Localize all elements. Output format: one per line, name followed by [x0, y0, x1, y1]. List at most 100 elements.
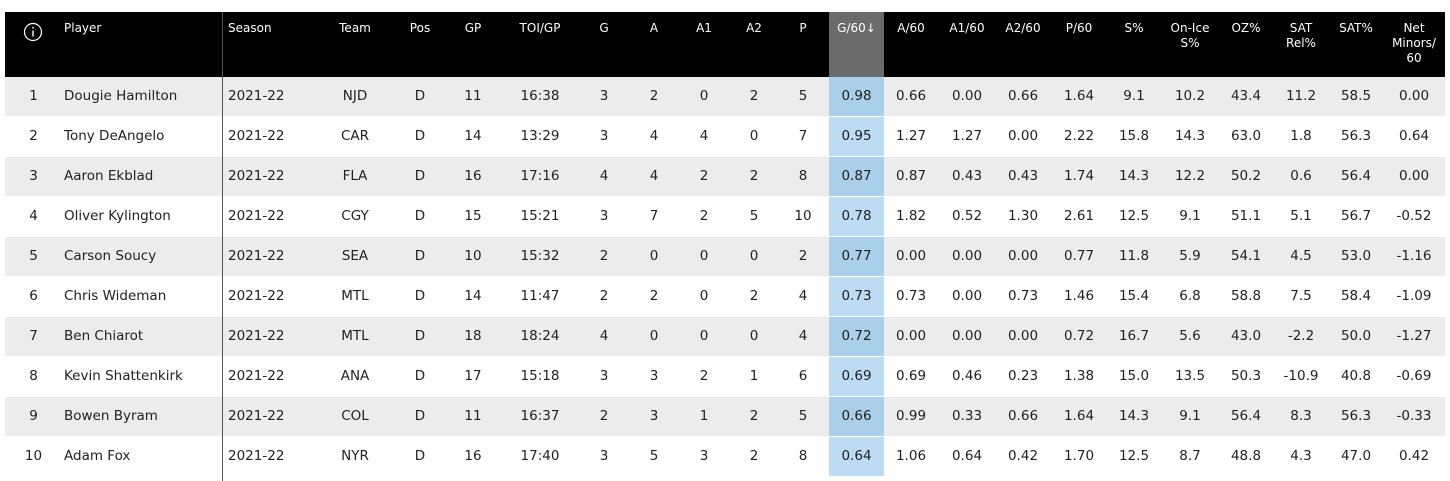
- stat-cell: 16.7: [1118, 328, 1150, 344]
- table-row[interactable]: 9 Bowen Byram 2021-22 COL D 11 16:37 2 3 1 2 5 0.66 0…: [5, 397, 1445, 436]
- stat-cell: 3: [699, 448, 709, 464]
- stat-cell: COL: [341, 408, 369, 424]
- column-header[interactable]: A: [630, 12, 678, 77]
- column-header[interactable]: G/60↓: [829, 12, 884, 77]
- stat-cell: 51.1: [1230, 208, 1262, 224]
- stat-cell: 0: [749, 248, 759, 264]
- stat-cell: 0.66: [1007, 88, 1039, 104]
- stat-cell: 3: [29, 168, 38, 184]
- stat-cell: 2: [599, 248, 609, 264]
- sorted-column-bg: [829, 12, 884, 77]
- stat-cell: D: [414, 288, 426, 304]
- stat-cell: 63.0: [1230, 128, 1262, 144]
- stat-cell: 14: [464, 128, 482, 144]
- stat-cell: 50.0: [1340, 328, 1372, 344]
- stat-cell: 18: [464, 328, 482, 344]
- column-header[interactable]: Team: [322, 12, 388, 77]
- stat-cell: 2: [649, 288, 659, 304]
- table-row[interactable]: 6 Chris Wideman 2021-22 MTL D 14 11:47 2 2 0 2 4 0.7…: [5, 277, 1445, 316]
- column-header[interactable]: Player: [62, 12, 222, 77]
- column-header[interactable]: A/60: [884, 12, 938, 77]
- stat-cell: MTL: [341, 288, 369, 304]
- column-header[interactable]: G: [580, 12, 628, 77]
- stat-cell: -0.69: [1396, 368, 1432, 384]
- stat-cell: 15:21: [520, 208, 560, 224]
- stat-cell: 0.52: [951, 208, 983, 224]
- info-icon[interactable]: [22, 21, 44, 43]
- table-row[interactable]: 1 Dougie Hamilton 2021-22 NJD D 11 16:38 3 2 0 2 5 0…: [5, 77, 1445, 116]
- sorted-cell-bg: [829, 77, 884, 116]
- stat-cell: 0: [699, 288, 709, 304]
- stat-cell: 15.8: [1118, 128, 1150, 144]
- stat-cell: 1.64: [1063, 408, 1095, 424]
- header-text: Net: [1403, 21, 1425, 35]
- stat-cell: 0.69: [841, 368, 872, 384]
- player-name: Aaron Ekblad: [64, 168, 154, 184]
- column-header[interactable]: S%: [1107, 12, 1161, 77]
- stat-cell: 0.72: [1063, 328, 1095, 344]
- stat-cell: 3: [599, 128, 609, 144]
- stat-cell: 58.5: [1340, 88, 1372, 104]
- column-header[interactable]: A1: [680, 12, 728, 77]
- table-row[interactable]: 2 Tony DeAngelo 2021-22 CAR D 14 13:29 3 4 4 0 7 0.9…: [5, 117, 1445, 156]
- column-header[interactable]: Pos: [388, 12, 452, 77]
- stat-cell: 17:16: [520, 168, 560, 184]
- column-header[interactable]: On-Ice S%: [1162, 12, 1218, 77]
- stat-cell: -10.9: [1283, 368, 1319, 384]
- stat-cell: 0.73: [841, 288, 872, 304]
- stat-cell: 16:38: [520, 88, 560, 104]
- stat-cell: 9.1: [1179, 408, 1201, 424]
- stat-cell: 12.2: [1174, 168, 1206, 184]
- column-header[interactable]: Season: [222, 12, 322, 77]
- stat-cell: 2021-22: [228, 368, 285, 384]
- stat-cell: 0: [699, 248, 709, 264]
- stat-cell: -0.52: [1396, 208, 1432, 224]
- column-header[interactable]: A1/60: [940, 12, 994, 77]
- player-name: Carson Soucy: [64, 248, 157, 264]
- stat-cell: 0.66: [1007, 408, 1039, 424]
- stat-cell: 6.8: [1179, 288, 1201, 304]
- stat-cell: 15.4: [1118, 288, 1150, 304]
- stat-cell: 6: [29, 288, 38, 304]
- table-row[interactable]: 7 Ben Chiarot 2021-22 MTL D 18 18:24 4 0 0 0 4 0.72 0…: [5, 317, 1445, 356]
- column-header[interactable]: OZ%: [1218, 12, 1274, 77]
- stat-cell: 0.00: [951, 328, 983, 344]
- player-name: Dougie Hamilton: [64, 88, 178, 104]
- stat-cell: 1.70: [1063, 448, 1095, 464]
- stat-cell: 0.72: [841, 328, 872, 344]
- stat-cell: 1.82: [895, 208, 927, 224]
- stat-cell: 7: [649, 208, 659, 224]
- column-header[interactable]: A2/60: [996, 12, 1050, 77]
- player-name: Ben Chiarot: [64, 328, 144, 344]
- table-row[interactable]: 10 Adam Fox 2021-22 NYR D 16 17:40 3 5 3 2 8 0.64 1.0…: [5, 437, 1445, 476]
- header-text: Pos: [409, 21, 431, 35]
- table-row[interactable]: 4 Oliver Kylington 2021-22 CGY D 15 15:21 3 7 2 5 1…: [5, 197, 1445, 236]
- column-header[interactable]: TOI/GP: [505, 12, 575, 77]
- column-header[interactable]: Net Minors/60: [1385, 12, 1443, 77]
- table-row[interactable]: 8 Kevin Shattenkirk 2021-22 ANA D 17 15:18 3 3 2 1…: [5, 357, 1445, 396]
- stat-cell: 0.00: [951, 88, 983, 104]
- stat-cell: 2: [749, 408, 759, 424]
- column-header[interactable]: P: [779, 12, 827, 77]
- stat-cell: 58.4: [1340, 288, 1372, 304]
- stat-cell: 17:40: [520, 448, 560, 464]
- stat-cell: NJD: [342, 88, 368, 104]
- stat-cell: 7: [29, 328, 38, 344]
- column-header[interactable]: SAT Rel%: [1274, 12, 1328, 77]
- stat-cell: 56.3: [1340, 128, 1372, 144]
- stat-cell: 0.00: [1398, 88, 1430, 104]
- table-row[interactable]: 5 Carson Soucy 2021-22 SEA D 10 15:32 2 0 0 0 2 0.77…: [5, 237, 1445, 276]
- column-header[interactable]: SAT%: [1329, 12, 1383, 77]
- sorted-cell-bg: [829, 357, 884, 396]
- stat-cell: 5: [749, 208, 759, 224]
- column-header[interactable]: GP: [452, 12, 494, 77]
- stat-cell: 0: [699, 88, 709, 104]
- column-header[interactable]: P/60: [1052, 12, 1106, 77]
- column-header[interactable]: A2: [730, 12, 778, 77]
- stats-table: Player Season Team Pos GP TOI/GP G A A1 A2 P G/60↓ A…: [5, 12, 1445, 481]
- stat-cell: 50.2: [1230, 168, 1262, 184]
- stat-cell: 13.5: [1174, 368, 1206, 384]
- stat-cell: D: [414, 328, 426, 344]
- table-row[interactable]: 3 Aaron Ekblad 2021-22 FLA D 16 17:16 4 4 2 2 8 0.87…: [5, 157, 1445, 196]
- stat-cell: 0.42: [1007, 448, 1039, 464]
